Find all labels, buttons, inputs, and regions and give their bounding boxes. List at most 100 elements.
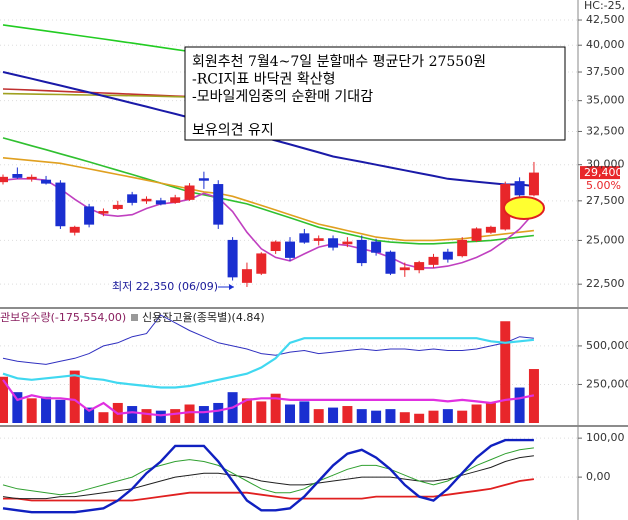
volume-bar — [170, 409, 181, 423]
candle-body — [356, 239, 367, 264]
candle-body — [471, 228, 482, 241]
volume-bar — [26, 398, 37, 423]
volume-bar — [328, 407, 339, 423]
volume-bar — [414, 413, 425, 423]
price-box — [580, 166, 620, 180]
candle-body — [442, 251, 453, 260]
y-tick-label: 30,000 — [586, 158, 625, 171]
y-tick-label: 35,000 — [586, 94, 625, 107]
candle-body — [127, 194, 138, 203]
candle-body — [241, 269, 252, 283]
volume-bar — [285, 404, 295, 423]
annotation-box — [184, 46, 566, 141]
candle-body — [141, 198, 152, 202]
volume-bar — [514, 387, 525, 423]
volume-bar — [399, 412, 410, 423]
volume-bar — [485, 402, 496, 423]
candle-body — [328, 238, 339, 248]
candle-body — [0, 176, 8, 183]
volume-bar — [471, 404, 482, 423]
y-tick-label: 32,500 — [586, 124, 625, 137]
candle-body — [112, 204, 123, 209]
volume-bar — [371, 410, 382, 423]
candle-body — [299, 233, 310, 243]
line-series — [3, 478, 535, 502]
candle-body — [155, 200, 166, 205]
volume-bar — [198, 406, 209, 423]
y-tick-label: 500,000 — [586, 339, 628, 352]
candle-body — [227, 239, 238, 278]
legend-item: 신용잔고율(종목별)(4.84) — [142, 311, 265, 324]
candle-body — [270, 241, 281, 252]
candle-body — [399, 267, 410, 271]
volume-bar — [428, 410, 439, 423]
annotation-line: 회원추천 7월4~7일 분할매수 평균단가 27550원 — [192, 54, 486, 70]
y-tick-label: 0,00 — [586, 470, 611, 483]
corner-label: HC:-25, — [584, 0, 625, 12]
volume-bar — [41, 396, 52, 423]
candle-body — [170, 197, 181, 203]
price-tag: 29,400 5.00% — [580, 166, 623, 192]
line-series — [2, 455, 534, 500]
line-series — [2, 178, 535, 269]
candle-body — [198, 178, 209, 181]
volume-bar — [313, 409, 324, 423]
volume-bar — [241, 398, 252, 423]
volume-bar — [256, 401, 267, 423]
candle-body — [457, 239, 468, 257]
volume-bar — [155, 410, 166, 423]
volume-bar — [356, 409, 367, 423]
candle-body — [313, 238, 324, 241]
y-tick-label: 27,500 — [586, 194, 625, 207]
volume-bar — [270, 393, 281, 423]
candle-body — [26, 176, 37, 180]
volume-bar — [55, 399, 66, 423]
candle-body — [55, 182, 66, 227]
candle-body — [428, 256, 439, 265]
volume-bar — [342, 406, 353, 423]
legend-swatch — [131, 314, 138, 321]
annotation-frame — [184, 46, 566, 141]
volume-bar — [127, 406, 138, 423]
volume-bar — [69, 370, 80, 423]
volume-bar — [141, 409, 152, 423]
volume-bar — [299, 401, 310, 423]
candle-body — [69, 226, 80, 233]
candle-body — [528, 172, 539, 196]
line-series — [2, 438, 534, 514]
volume-bar — [457, 410, 468, 423]
y-tick-label: 250,000 — [586, 377, 628, 390]
volume-bar — [98, 412, 109, 423]
candle-body — [414, 262, 425, 271]
candle-body — [256, 253, 267, 274]
volume-bar — [12, 392, 23, 423]
annotation-line: -RCI지표 바닥권 확산형 — [192, 72, 335, 88]
current-price: 29,400 — [584, 166, 623, 179]
line-series — [2, 157, 534, 242]
candle-body — [184, 185, 195, 200]
volume-bar — [0, 376, 8, 423]
candle-body — [285, 241, 295, 258]
y-tick-label: 25,000 — [586, 233, 625, 246]
line-series — [2, 314, 534, 365]
legend-item: 관보유수량(-175,554,00) — [0, 311, 126, 324]
volume-bar — [500, 321, 511, 423]
y-tick-label: 40,000 — [586, 38, 625, 51]
line-series — [2, 337, 535, 389]
volume-bar — [84, 407, 95, 423]
volume-bar — [385, 409, 396, 423]
volume-bar — [213, 402, 224, 423]
candle-body — [514, 181, 525, 196]
y-tick-label: 42,500 — [586, 13, 625, 26]
volume-bar — [442, 409, 453, 423]
annotation-line: 보유의견 유지 — [192, 123, 274, 139]
candle-body — [371, 241, 382, 253]
low-arrow-head — [229, 284, 234, 290]
candle-body — [98, 211, 109, 214]
line-series — [2, 379, 535, 417]
candle-body — [84, 206, 95, 225]
line-series — [2, 447, 534, 496]
highlight-ellipse — [503, 196, 545, 220]
plot-area — [0, 19, 578, 514]
